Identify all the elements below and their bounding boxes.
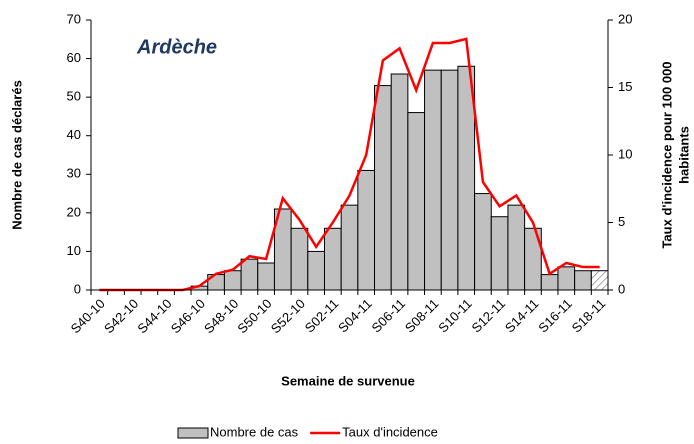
x-tick-label: S18-11 bbox=[569, 296, 609, 336]
y-tick-label: 60 bbox=[67, 50, 81, 65]
bar bbox=[490, 216, 509, 291]
x-axis-title: Semaine de survenue bbox=[281, 373, 415, 388]
x-tick-label: S04-11 bbox=[335, 296, 375, 336]
x-tick-label: S48-10 bbox=[201, 296, 241, 336]
bar bbox=[424, 69, 442, 291]
y2-tick-label: 15 bbox=[618, 79, 632, 94]
y-tick-label: 20 bbox=[67, 204, 81, 219]
bar bbox=[540, 274, 559, 291]
bar bbox=[474, 193, 492, 291]
x-tick-label: S42-10 bbox=[101, 296, 141, 336]
y2-tick-label: 5 bbox=[618, 214, 625, 229]
x-tick-label: S08-11 bbox=[402, 296, 442, 336]
x-tick-label: S44-10 bbox=[134, 296, 174, 336]
bar bbox=[223, 270, 242, 291]
bar bbox=[257, 262, 275, 291]
x-tick-label: S06-11 bbox=[369, 296, 409, 336]
x-tick-label: S14-11 bbox=[502, 296, 542, 336]
legend-swatch bbox=[177, 427, 209, 439]
y2-axis-title: Taux d'incidence pour 100 000 bbox=[659, 61, 674, 248]
bar bbox=[557, 266, 576, 291]
x-tick-label: S10-11 bbox=[435, 296, 475, 336]
x-tick-label: S12-11 bbox=[469, 296, 509, 336]
y-tick-label: 50 bbox=[67, 89, 81, 104]
annotation: Ardèche bbox=[136, 36, 217, 58]
bar bbox=[440, 69, 459, 291]
y2-tick-label: 20 bbox=[618, 11, 632, 26]
y-axis-title: Nombre de cas déclarés bbox=[9, 80, 24, 230]
bar bbox=[240, 258, 259, 291]
bar bbox=[374, 85, 392, 291]
legend-label: Nombre de cas bbox=[210, 424, 299, 439]
bar bbox=[407, 112, 426, 291]
bar bbox=[457, 65, 476, 291]
bar bbox=[357, 169, 376, 291]
x-tick-label: S40-10 bbox=[68, 296, 108, 336]
y2-tick-label: 10 bbox=[618, 146, 632, 161]
y2-axis-title: habitants bbox=[676, 126, 691, 184]
bar bbox=[574, 270, 592, 291]
bar bbox=[507, 204, 526, 291]
y-tick-label: 0 bbox=[74, 281, 81, 296]
y-tick-label: 70 bbox=[67, 11, 81, 26]
y-tick-label: 10 bbox=[67, 243, 81, 258]
bar bbox=[323, 227, 342, 291]
bar bbox=[340, 204, 359, 291]
x-tick-label: S52-10 bbox=[268, 296, 308, 336]
x-tick-label: S50-10 bbox=[234, 296, 274, 336]
bar bbox=[307, 250, 325, 291]
x-tick-label: S16-11 bbox=[535, 296, 575, 336]
bar bbox=[590, 270, 609, 291]
x-tick-label: S02-11 bbox=[302, 296, 342, 336]
legend-label: Taux d'incidence bbox=[342, 424, 438, 439]
x-tick-label: S46-10 bbox=[168, 296, 208, 336]
bar bbox=[390, 73, 409, 291]
y2-tick-label: 0 bbox=[618, 281, 625, 296]
y-tick-label: 30 bbox=[67, 166, 81, 181]
bar bbox=[290, 227, 309, 291]
y-tick-label: 40 bbox=[67, 127, 81, 142]
